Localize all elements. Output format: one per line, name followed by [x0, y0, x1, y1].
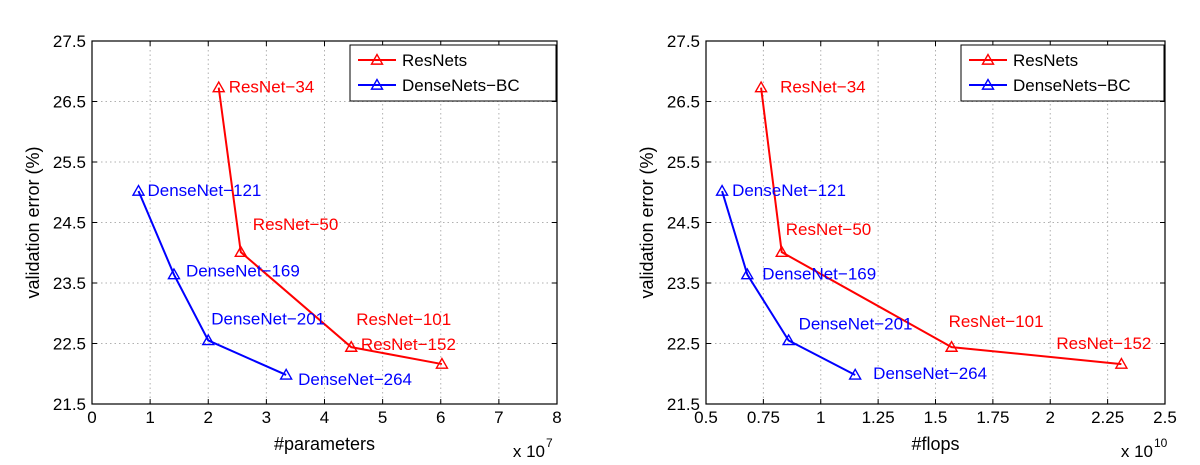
y-tick-label: 23.5 — [667, 274, 700, 293]
y-tick-label: 26.5 — [667, 93, 700, 112]
x-tick-label: 1.75 — [976, 408, 1009, 427]
legend-marker-resnets — [981, 53, 995, 65]
data-point-densenets — [279, 368, 293, 380]
data-label-densenets: DenseNet−169 — [186, 262, 300, 281]
data-point-densenets — [131, 184, 146, 196]
x-tick-label: 2.25 — [1091, 408, 1124, 427]
data-point-resnets — [1114, 357, 1129, 369]
x-tick-label: 1 — [145, 408, 154, 427]
data-label-resnets: ResNet−34 — [780, 78, 866, 97]
y-tick-label: 25.5 — [53, 153, 86, 172]
chart-flops: 0.5 0.75 1 1.25 1.5 1.75 2 2.25 2.5 21.5 22.5 23.5 2… — [637, 32, 1177, 461]
x-axis-multiplier: x 10 — [513, 442, 545, 461]
x-tick-label: 8 — [552, 408, 561, 427]
y-tick-label: 24.5 — [667, 214, 700, 233]
x-axis-multiplier-exponent: 10 — [1154, 436, 1168, 450]
y-axis-label: validation error (%) — [637, 146, 657, 298]
legend-label-densenets: DenseNets−BC — [402, 76, 520, 95]
y-tick-label: 26.5 — [53, 93, 86, 112]
x-tick-label: 4 — [320, 408, 329, 427]
data-label-densenets: DenseNet−169 — [762, 265, 876, 284]
x-tick-label: 0 — [87, 408, 96, 427]
data-label-densenets: DenseNet−201 — [799, 314, 913, 333]
series-line-densenets — [721, 190, 856, 376]
data-label-densenets: DenseNet−264 — [298, 370, 412, 389]
data-point-resnets — [435, 357, 449, 369]
data-label-densenets: DenseNet−264 — [873, 364, 987, 383]
legend-marker-densenets — [370, 78, 384, 90]
x-tick-label: 2 — [204, 408, 213, 427]
series-line-densenets — [137, 190, 287, 376]
x-axis-multiplier-exponent: 7 — [546, 436, 553, 450]
data-label-resnets: ResNet−152 — [1056, 334, 1151, 353]
data-label-densenets: DenseNet−201 — [211, 309, 325, 328]
data-label-resnets: ResNet−152 — [361, 335, 456, 354]
data-label-densenets: DenseNet−121 — [148, 181, 262, 200]
data-label-resnets: ResNet−50 — [786, 220, 872, 239]
legend-label-resnets: ResNets — [1013, 51, 1078, 70]
data-point-densenets — [740, 267, 755, 280]
legend-marker-resnets — [370, 53, 384, 65]
legend-box — [960, 44, 1165, 102]
data-point-densenets — [201, 333, 215, 346]
y-tick-label: 21.5 — [53, 395, 86, 414]
y-tick-label: 24.5 — [53, 214, 86, 233]
data-point-resnets — [944, 340, 959, 352]
data-point-densenets — [848, 368, 862, 380]
legend-label-densenets: DenseNets−BC — [1013, 76, 1131, 95]
y-tick-label: 22.5 — [667, 335, 700, 354]
series-line-resnets — [217, 87, 443, 366]
y-tick-label: 22.5 — [53, 335, 86, 354]
data-label-densenets: DenseNet−121 — [732, 181, 846, 200]
data-point-resnets — [212, 80, 226, 93]
data-label-resnets: ResNet−101 — [949, 312, 1044, 331]
x-axis-multiplier: x 10 — [1121, 442, 1153, 461]
y-tick-label: 23.5 — [53, 274, 86, 293]
x-axis-label: #flops — [911, 434, 959, 454]
legend-marker-densenets — [981, 78, 995, 90]
data-point-densenets — [167, 267, 181, 280]
series-line-resnets — [760, 87, 1122, 366]
x-tick-label: 0.5 — [694, 408, 718, 427]
data-label-resnets: ResNet−34 — [229, 78, 315, 97]
x-tick-label: 5 — [378, 408, 387, 427]
data-point-densenets — [781, 333, 796, 346]
x-axis-label: #parameters — [274, 434, 375, 454]
x-tick-label: 2 — [1046, 408, 1055, 427]
data-point-resnets — [234, 245, 248, 257]
chart-params: 0 1 2 3 4 5 6 7 8 21.5 22.5 23.5 24.5 25.5 26.5 27.5 #pa… — [23, 32, 562, 461]
data-point-resnets — [344, 340, 358, 352]
x-tick-label: 1 — [816, 408, 825, 427]
data-label-resnets: ResNet−50 — [253, 215, 339, 234]
legend-box — [349, 44, 557, 102]
x-tick-label: 2.5 — [1153, 408, 1177, 427]
x-tick-label: 1.25 — [862, 408, 895, 427]
y-axis-label: validation error (%) — [23, 146, 43, 298]
x-tick-label: 6 — [436, 408, 445, 427]
data-point-resnets — [754, 80, 768, 93]
y-tick-label: 25.5 — [667, 153, 700, 172]
data-point-resnets — [775, 245, 789, 257]
x-tick-label: 0.75 — [747, 408, 780, 427]
y-tick-label: 21.5 — [667, 395, 700, 414]
data-label-resnets: ResNet−101 — [356, 310, 451, 329]
y-tick-label: 27.5 — [667, 32, 700, 51]
x-tick-label: 7 — [494, 408, 503, 427]
legend-label-resnets: ResNets — [402, 51, 467, 70]
x-tick-label: 3 — [262, 408, 271, 427]
y-tick-label: 27.5 — [53, 32, 86, 51]
x-tick-label: 1.5 — [924, 408, 948, 427]
data-point-densenets — [715, 184, 729, 196]
